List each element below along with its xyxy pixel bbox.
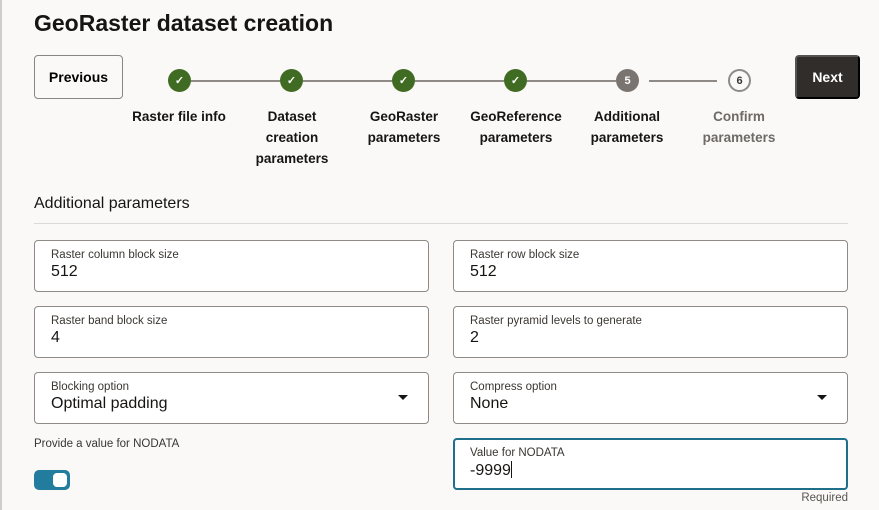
field-label: Raster column block size <box>51 249 179 261</box>
field-value: None <box>470 395 509 412</box>
nodata-value-input[interactable]: Value for NODATA -9999 <box>453 438 848 490</box>
field-value: 2 <box>470 329 479 346</box>
step-connector <box>649 80 717 82</box>
field-label: Value for NODATA <box>470 447 565 459</box>
step-label[interactable]: Raster file info <box>132 109 226 124</box>
page-title: GeoRaster dataset creation <box>34 10 334 36</box>
step-label[interactable]: GeoReference parameters <box>470 109 562 145</box>
field-label: Raster row block size <box>470 249 580 261</box>
field-label: Raster pyramid levels to generate <box>470 315 642 327</box>
field-value: 512 <box>470 263 497 280</box>
field-value: -9999 <box>470 462 511 479</box>
field-value: 512 <box>51 263 78 280</box>
field-label: Blocking option <box>51 381 129 393</box>
step-connector <box>303 80 392 82</box>
next-button[interactable]: Next <box>795 55 860 99</box>
divider <box>34 223 848 224</box>
blocking-option-select[interactable]: Blocking option Optimal padding <box>34 372 429 424</box>
chevron-down-icon[interactable] <box>817 395 827 400</box>
field-value: 4 <box>51 329 60 346</box>
field-value: Optimal padding <box>51 395 168 412</box>
field-label: Compress option <box>470 381 557 393</box>
step-connector <box>191 80 280 82</box>
column-block-size-input[interactable]: Raster column block size 512 <box>34 240 429 292</box>
check-icon[interactable]: ✓ <box>392 69 415 92</box>
step-label: Confirm parameters <box>702 109 776 145</box>
previous-button[interactable]: Previous <box>34 55 123 99</box>
step-6-indicator: 6 <box>728 69 751 92</box>
step-label: Additional parameters <box>590 109 664 145</box>
toggle-knob <box>53 473 67 487</box>
step-label[interactable]: GeoRaster parameters <box>367 109 441 145</box>
step-connector <box>415 80 504 82</box>
row-block-size-input[interactable]: Raster row block size 512 <box>453 240 848 292</box>
step-label[interactable]: Dataset creation parameters <box>255 109 329 166</box>
step-connector <box>527 80 616 82</box>
nodata-toggle-label: Provide a value for NODATA <box>34 438 180 450</box>
text-cursor <box>510 461 512 478</box>
chevron-down-icon[interactable] <box>398 395 408 400</box>
pyramid-levels-input[interactable]: Raster pyramid levels to generate 2 <box>453 306 848 358</box>
nodata-toggle[interactable] <box>34 470 70 490</box>
check-icon[interactable]: ✓ <box>504 69 527 92</box>
band-block-size-input[interactable]: Raster band block size 4 <box>34 306 429 358</box>
window-edge <box>0 0 2 510</box>
step-5-indicator: 5 <box>616 69 639 92</box>
check-icon[interactable]: ✓ <box>280 69 303 92</box>
check-icon[interactable]: ✓ <box>168 69 191 92</box>
compress-option-select[interactable]: Compress option None <box>453 372 848 424</box>
section-title: Additional parameters <box>34 195 190 212</box>
required-hint: Required <box>801 492 848 504</box>
field-label: Raster band block size <box>51 315 168 327</box>
